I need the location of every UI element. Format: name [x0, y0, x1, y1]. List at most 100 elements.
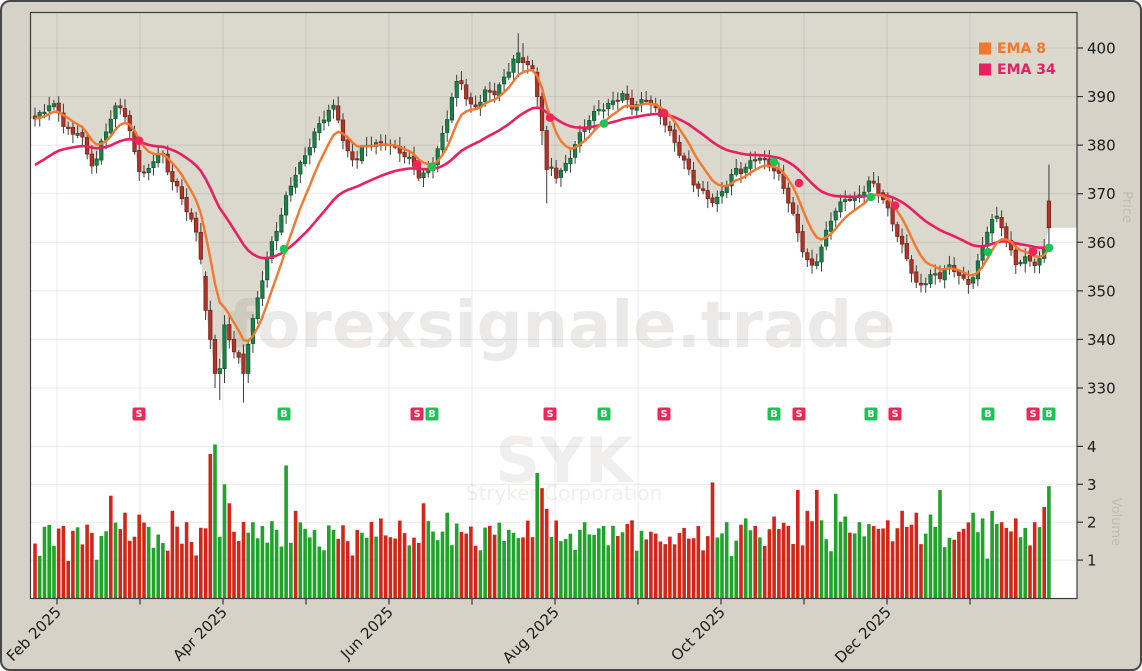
volume-bar: [701, 550, 705, 598]
candle-body: [440, 132, 445, 151]
candle-body: [743, 166, 748, 173]
candle-body: [701, 188, 706, 191]
volume-bar: [942, 547, 947, 598]
volume-bar: [497, 522, 502, 598]
volume-bar: [379, 518, 383, 598]
buy-signal-badge: [597, 407, 611, 421]
ema-cross-up-dot: [866, 192, 876, 202]
volume-bar: [52, 546, 56, 598]
candle-body: [189, 212, 194, 220]
candle-body: [928, 274, 933, 285]
candle-body: [265, 256, 270, 281]
buy-signal-badge: [981, 407, 995, 421]
ema-cross-up-dot: [279, 244, 289, 254]
volume-bar: [715, 537, 720, 598]
candle-body: [193, 217, 199, 233]
candle-body: [217, 368, 222, 374]
candle-body: [786, 187, 791, 204]
volume-bar: [758, 537, 762, 598]
volume-bar: [805, 510, 810, 598]
volume-bar: [303, 528, 307, 598]
candle-body: [236, 352, 241, 358]
volume-bar: [663, 544, 667, 598]
ema-cross-up-dot: [427, 162, 437, 171]
candle-body: [492, 90, 497, 96]
candle-body: [340, 119, 346, 141]
candle-body: [795, 213, 800, 234]
volume-bar: [227, 503, 232, 599]
candle-body: [402, 151, 407, 158]
candle-body: [250, 318, 255, 344]
volume-bar: [369, 522, 374, 598]
month-tick-label: Apr 2025: [169, 603, 230, 664]
volume-bar: [677, 533, 682, 598]
candle-body: [544, 130, 549, 170]
volume-bar: [279, 546, 284, 598]
volume-bar: [241, 522, 246, 598]
volume-bar: [146, 526, 151, 598]
volume-bar: [682, 527, 686, 598]
volume-bar: [421, 503, 426, 599]
candle-body: [734, 167, 739, 175]
candle-body: [298, 161, 303, 175]
candle-body: [852, 197, 857, 201]
volume-bar: [194, 555, 198, 598]
volume-bar: [857, 522, 862, 598]
ema8-line: [34, 69, 1050, 343]
volume-bar: [881, 528, 885, 598]
volume-bar: [616, 536, 620, 598]
volume-bar: [1014, 518, 1018, 598]
volume-bar: [824, 539, 828, 598]
volume-bar: [454, 523, 459, 598]
volume-bar: [66, 560, 70, 598]
volume-bar: [336, 538, 340, 598]
candle-body: [208, 309, 213, 340]
price-tick-label: 340: [1087, 331, 1116, 349]
volume-bar: [364, 537, 369, 598]
volume-bar: [118, 529, 123, 598]
candle-body: [847, 198, 853, 201]
candle-body: [805, 252, 810, 261]
volume-bar: [895, 528, 900, 598]
volume-bar: [573, 549, 577, 598]
volume-bar: [706, 536, 710, 598]
volume-bar: [582, 522, 587, 598]
candle-body: [520, 57, 526, 64]
price-tick-label: 330: [1087, 379, 1116, 397]
volume-bar: [1018, 537, 1023, 598]
volume-bar: [976, 532, 980, 598]
candle-body: [1004, 226, 1009, 241]
candle-body: [677, 141, 682, 156]
candle-body: [568, 157, 573, 165]
volume-bar: [971, 512, 975, 598]
month-tick-label: Aug 2025: [499, 603, 563, 667]
volume-bar: [777, 529, 781, 598]
ema-cross-up-dot: [983, 247, 993, 257]
candle-body: [895, 224, 900, 237]
volume-bar: [838, 521, 843, 598]
candle-body: [75, 133, 80, 136]
signal-letter: S: [136, 409, 143, 420]
volume-bar: [772, 516, 776, 598]
watermark-site: forexsignale.trade: [229, 289, 896, 363]
candle-body: [710, 197, 715, 203]
volume-bar: [544, 508, 549, 598]
candle-body: [563, 162, 568, 171]
volume-bar: [33, 543, 37, 598]
volume-bar: [914, 512, 919, 598]
volume-bar: [478, 550, 483, 598]
candle-body: [321, 119, 327, 123]
volume-axis-label: Volume: [1108, 498, 1123, 546]
candle-body: [345, 139, 350, 152]
ema-cross-down-dot: [659, 108, 669, 118]
volume-bar: [90, 532, 94, 598]
volume-bar: [251, 522, 255, 598]
candle-body: [70, 127, 75, 135]
candle-body: [94, 158, 99, 166]
candle-body: [222, 324, 227, 369]
volume-bar: [85, 524, 89, 598]
candle-body: [682, 155, 687, 161]
candle-body: [819, 246, 824, 263]
volume-bar: [829, 551, 833, 598]
